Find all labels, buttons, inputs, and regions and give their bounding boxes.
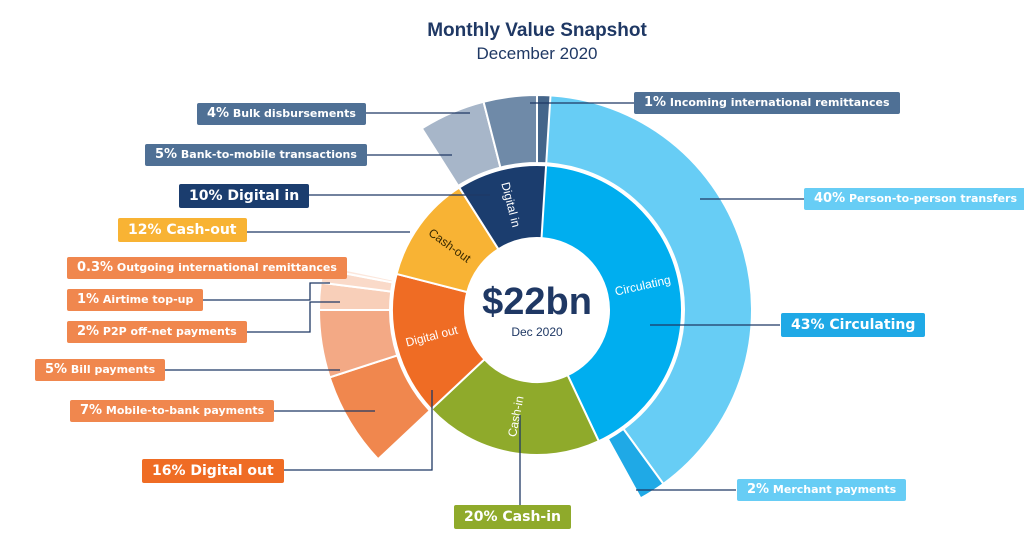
label-airtime-top-up: 1% Airtime top-up bbox=[67, 289, 204, 311]
label-digital-out: 16% Digital out bbox=[142, 459, 284, 483]
leader-line bbox=[277, 390, 433, 471]
chart-title: Monthly Value Snapshot bbox=[427, 20, 647, 41]
label-bill-payments: 5% Bill payments bbox=[35, 359, 166, 381]
inner-slice-cash-in bbox=[429, 357, 601, 456]
leader-line bbox=[195, 282, 330, 301]
outer-slice-person-to-person-transfers bbox=[536, 93, 753, 486]
center-caption: Dec 2020 bbox=[511, 325, 563, 339]
label-cash-in: 20% Cash-in bbox=[454, 505, 571, 529]
chart-subtitle: December 2020 bbox=[476, 44, 598, 63]
label-person-to-person: 40% Person-to-person transfers bbox=[804, 188, 1024, 210]
label-p2p-off-net: 2% P2P off-net payments bbox=[67, 321, 247, 343]
label-mobile-to-bank: 7% Mobile-to-bank payments bbox=[70, 400, 275, 422]
label-incoming-intl-remittances: 1% Incoming international remittances bbox=[634, 92, 900, 114]
label-outgoing-intl-remittances: 0.3% Outgoing international remittances bbox=[67, 257, 347, 279]
label-cash-out: 12% Cash-out bbox=[118, 218, 247, 242]
center-hole bbox=[466, 239, 608, 381]
label-merchant-payments: 2% Merchant payments bbox=[737, 479, 907, 501]
leader-line bbox=[220, 301, 340, 333]
label-circulating: 43% Circulating bbox=[781, 313, 926, 337]
inner-slice-digital-in bbox=[457, 164, 548, 251]
outer-slice-merchant-payments bbox=[606, 427, 665, 500]
outer-slice-incoming-international-remittances bbox=[536, 93, 552, 165]
label-digital-in: 10% Digital in bbox=[179, 184, 310, 208]
center-total: $22bn bbox=[482, 281, 592, 323]
label-bank-to-mobile: 5% Bank-to-mobile transactions bbox=[145, 144, 367, 166]
label-bulk-disbursements: 4% Bulk disbursements bbox=[197, 103, 366, 125]
inner-slice-circulating bbox=[536, 163, 683, 443]
